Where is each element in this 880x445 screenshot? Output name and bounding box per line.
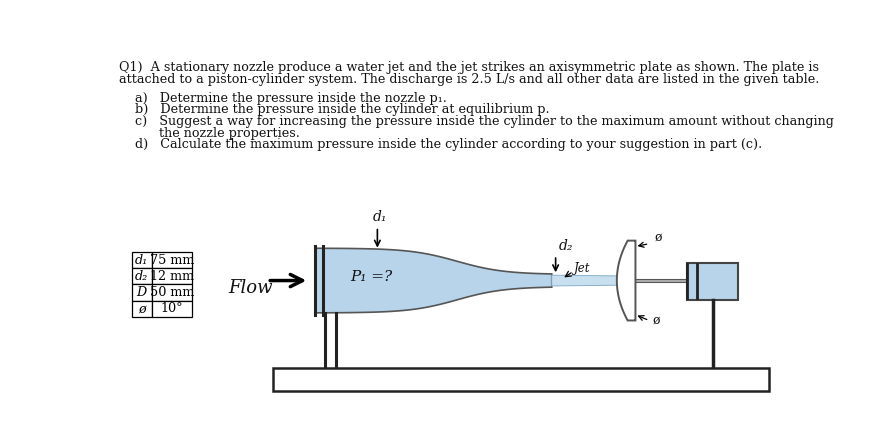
Text: 10°: 10° [161, 302, 183, 315]
Polygon shape [315, 248, 552, 313]
Bar [687, 263, 737, 300]
Text: b)   Determine the pressure inside the cylinder at equilibrium p.: b) Determine the pressure inside the cyl… [135, 103, 549, 117]
Text: ø: ø [652, 314, 660, 327]
Text: a)   Determine the pressure inside the nozzle p₁.: a) Determine the pressure inside the noz… [135, 92, 447, 105]
Text: Jet: Jet [575, 262, 590, 275]
Bar [132, 268, 152, 284]
Text: the nozzle properties.: the nozzle properties. [135, 126, 300, 140]
Text: P₁ =?: P₁ =? [350, 271, 392, 284]
Bar [152, 268, 192, 284]
Text: D: D [136, 286, 147, 299]
Text: d₁: d₁ [136, 254, 149, 267]
Text: P=?: P=? [705, 273, 737, 287]
Text: 50 mm: 50 mm [150, 286, 194, 299]
Text: d₁: d₁ [372, 210, 387, 223]
Text: attached to a piston-cylinder system. The discharge is 2.5 L/s and all other dat: attached to a piston-cylinder system. Th… [120, 73, 819, 86]
Text: ø: ø [654, 231, 662, 243]
Bar [152, 300, 192, 317]
Bar [132, 300, 152, 317]
Bar [132, 252, 152, 268]
Polygon shape [552, 275, 621, 286]
Text: 12 mm: 12 mm [150, 270, 194, 283]
Text: ø: ø [138, 302, 145, 315]
Text: d)   Calculate the maximum pressure inside the cylinder according to your sugges: d) Calculate the maximum pressure inside… [135, 138, 762, 151]
Bar [152, 284, 192, 300]
Text: Q1)  A stationary nozzle produce a water jet and the jet strikes an axisymmetric: Q1) A stationary nozzle produce a water … [120, 61, 819, 74]
Bar [132, 284, 152, 300]
Text: p: p [699, 275, 706, 285]
Bar [152, 252, 192, 268]
Bar [273, 368, 769, 391]
Text: d₂: d₂ [559, 239, 573, 253]
Text: Flow: Flow [228, 279, 272, 297]
Polygon shape [617, 241, 635, 320]
Text: d₂: d₂ [136, 270, 149, 283]
Text: c)   Suggest a way for increasing the pressure inside the cylinder to the maximu: c) Suggest a way for increasing the pres… [135, 115, 833, 128]
Text: Fixed Platform: Fixed Platform [451, 371, 590, 388]
Text: 75 mm: 75 mm [150, 254, 194, 267]
